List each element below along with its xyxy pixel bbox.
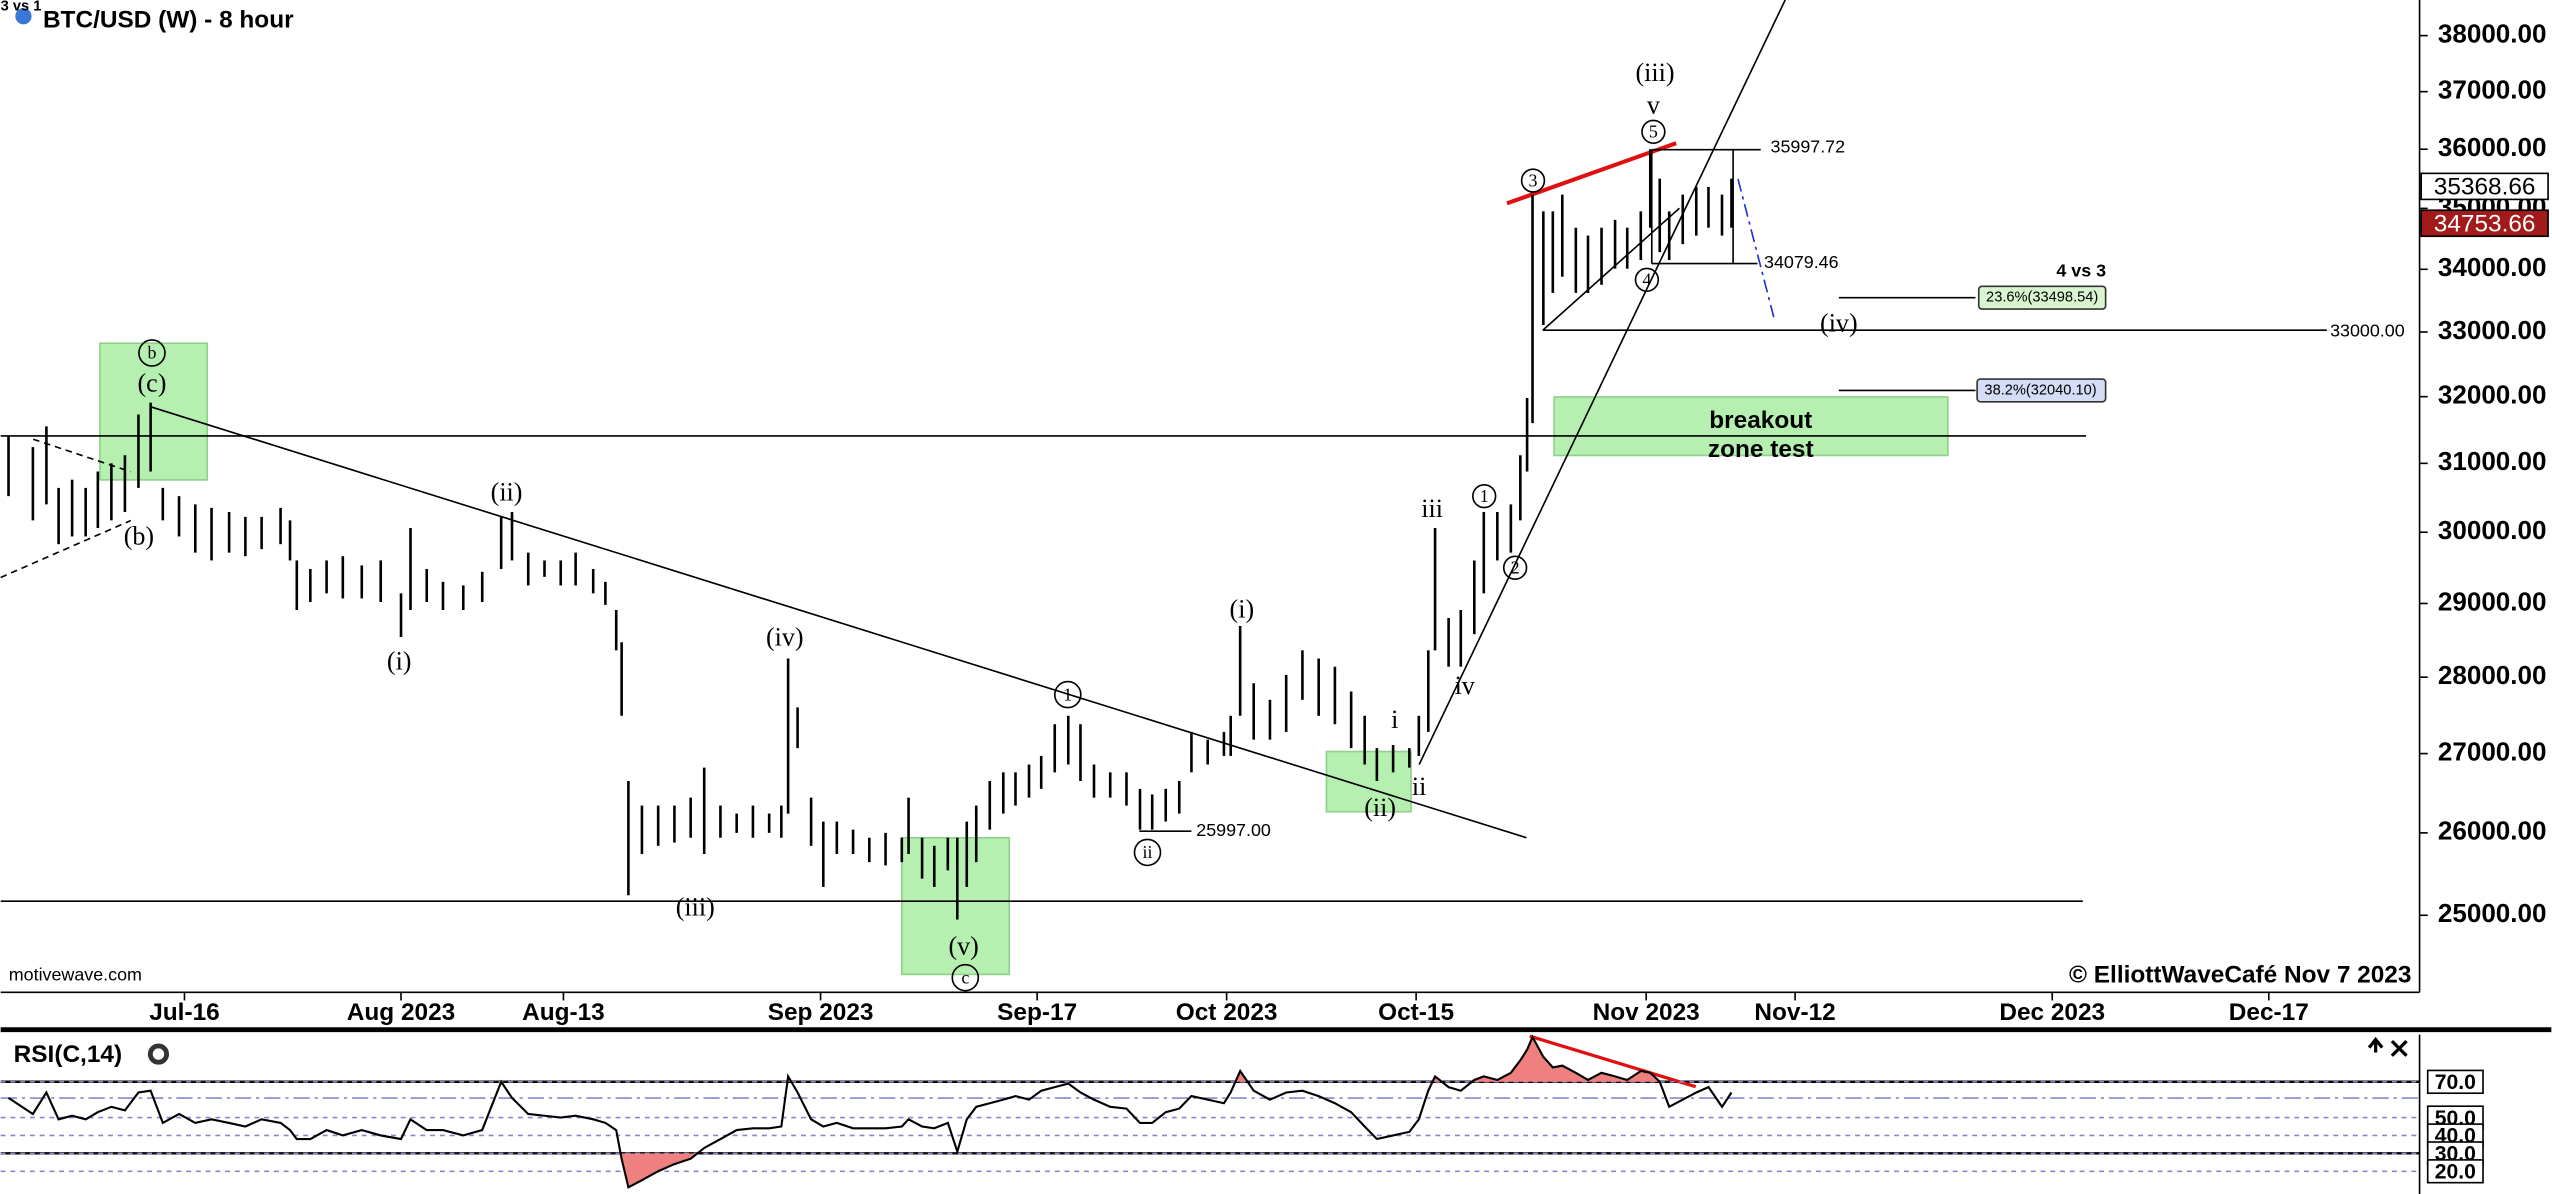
wave-label: b — [147, 343, 156, 363]
price-label: 25997.00 — [1196, 820, 1271, 840]
trend-line — [1418, 0, 1786, 765]
watermark: motivewave.com — [9, 965, 142, 985]
divergence-line — [1529, 1034, 1697, 1089]
wave-label: c — [961, 967, 969, 987]
y-tick-label: 26000.00 — [2438, 816, 2547, 846]
overbought-area — [8, 1037, 1732, 1082]
price-label: 33000.00 — [2330, 321, 2405, 341]
zone-box — [99, 342, 209, 481]
wedge-line — [1506, 141, 1677, 206]
note: 4 vs 3 — [2056, 260, 2106, 280]
y-tick-label: 34000.00 — [2438, 252, 2547, 282]
wave-label: 1 — [1480, 486, 1489, 506]
dashed-line — [0, 438, 132, 579]
wave-label: 1 — [1063, 684, 1072, 704]
y-tick-label: 38000.00 — [2438, 19, 2547, 49]
price-marker-label: 34753.66 — [2434, 210, 2536, 237]
y-tick-label: 31000.00 — [2438, 446, 2547, 476]
y-tick-label: 36000.00 — [2438, 132, 2547, 162]
price-marker — [2420, 209, 2549, 238]
y-tick-label: 37000.00 — [2438, 75, 2547, 105]
note: 3 vs 1 — [1, 0, 42, 14]
zone-label: breakout — [1709, 407, 1812, 434]
chart-title: BTC/USD (W) - 8 hour — [43, 7, 294, 34]
y-tick-label: 30000.00 — [2438, 515, 2547, 545]
wave-label: iii — [1421, 494, 1443, 523]
x-tick-label: Oct 2023 — [1176, 999, 1278, 1026]
wave-label: iv — [1455, 671, 1476, 700]
y-tick-label: 28000.00 — [2438, 660, 2547, 690]
range-box — [1650, 148, 1761, 265]
x-tick-label: Sep-17 — [997, 999, 1077, 1026]
wave-label: (iii) — [1636, 58, 1675, 87]
wave-label: (i) — [387, 647, 412, 676]
wave-label: (iv) — [766, 622, 804, 651]
wave-label: 3 — [1529, 170, 1538, 190]
panel-icons[interactable] — [2367, 1036, 2408, 1057]
y-tick-label: 70.0 — [2435, 1071, 2476, 1094]
x-tick-label: Jul-16 — [149, 999, 219, 1026]
annotations: BTC/USD (W) - 8 hour RSI(C,14) (iii) v 5… — [1, 0, 2412, 1068]
wave-label: (b) — [124, 521, 154, 550]
wave-label: 5 — [1649, 121, 1658, 141]
y-tick-label: 29000.00 — [2438, 586, 2547, 616]
price-label: 34079.46 — [1764, 252, 1839, 272]
trend-line — [150, 405, 1527, 839]
zone-box — [1553, 396, 1949, 457]
panel-title: RSI(C,14) — [14, 1041, 122, 1068]
wave-label: (c) — [138, 368, 167, 397]
wave-label: 2 — [1511, 557, 1520, 577]
wave-label: (v) — [949, 931, 979, 960]
price-bars — [7, 149, 1733, 920]
projection-line — [1737, 178, 1775, 318]
wave-label: (ii) — [491, 477, 523, 506]
price-label: 35997.72 — [1771, 137, 1846, 157]
wave-label: ii — [1412, 772, 1426, 801]
x-tick-label: Dec-17 — [2229, 999, 2309, 1026]
wave-label: (iii) — [676, 892, 715, 921]
circles — [138, 119, 1666, 992]
wave-label: 4 — [1642, 270, 1651, 290]
x-tick-label: Aug-13 — [522, 999, 605, 1026]
y-tick-label: 27000.00 — [2438, 736, 2547, 766]
wave-label: ii — [1143, 842, 1153, 862]
y-tick-label: 25000.00 — [2438, 898, 2547, 928]
fib-line — [1139, 296, 1976, 833]
wave-label: (ii) — [1364, 793, 1396, 822]
y-tick-box — [2426, 1159, 2484, 1184]
x-tick-label: Aug 2023 — [347, 999, 455, 1026]
wave-label: i — [1391, 705, 1398, 734]
status-dot — [15, 8, 32, 25]
y-tick-label: 33000.00 — [2438, 315, 2547, 345]
trend-line — [1542, 207, 1680, 331]
price-marker-label: 35368.66 — [2434, 173, 2536, 200]
fib-box — [1976, 378, 2107, 403]
fib-label: 38.2%(32040.10) — [1984, 382, 2096, 398]
wave-label: v — [1647, 90, 1661, 119]
zone-box — [1325, 750, 1412, 813]
price-marker — [2420, 172, 2549, 201]
y-tick-box — [2426, 1069, 2484, 1095]
oversold-area — [8, 1153, 1732, 1188]
zone-label: zone test — [1708, 436, 1814, 463]
copyright: © ElliottWaveCafé Nov 7 2023 — [2069, 961, 2411, 988]
zone-box — [901, 836, 1011, 976]
settings-icon[interactable] — [147, 1043, 170, 1065]
x-tick-label: Dec 2023 — [1999, 999, 2105, 1026]
x-tick-label: Oct-15 — [1378, 999, 1454, 1026]
y-tick-label: 20.0 — [2435, 1160, 2476, 1183]
y-tick-label: 32000.00 — [2438, 380, 2547, 410]
rsi-line — [7, 1034, 1733, 1189]
wave-label: (iv) — [1820, 308, 1858, 337]
x-tick-label: Sep 2023 — [768, 999, 874, 1026]
x-tick-label: Nov 2023 — [1593, 999, 1700, 1026]
fib-label: 23.6%(33498.54) — [1986, 290, 2098, 306]
fib-box — [1977, 285, 2107, 310]
wave-label: (i) — [1230, 595, 1255, 624]
x-tick-label: Nov-12 — [1754, 999, 1835, 1026]
